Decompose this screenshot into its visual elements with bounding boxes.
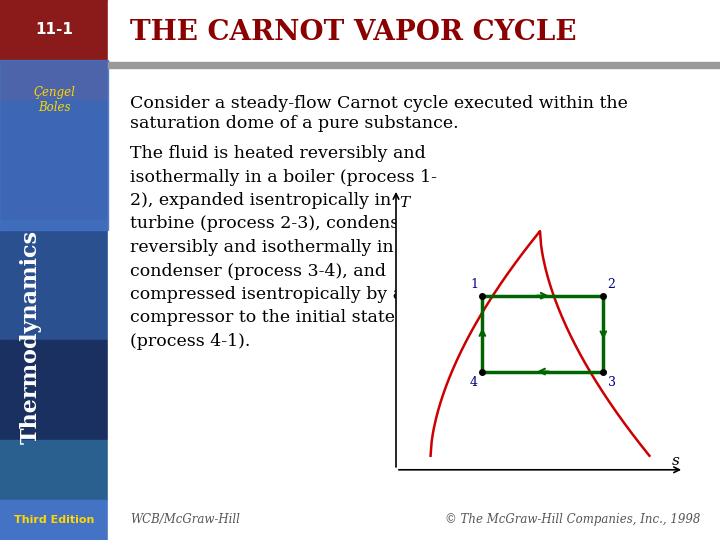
Bar (0, 0, 108, 540)
Text: Consider a steady-flow Carnot cycle executed within the
saturation dome of a pur: Consider a steady-flow Carnot cycle exec… (130, 95, 628, 132)
Bar (108, 68, 720, 500)
Text: T: T (400, 196, 410, 210)
Text: THE CARNOT VAPOR CYCLE: THE CARNOT VAPOR CYCLE (130, 18, 577, 45)
Text: 2: 2 (608, 279, 616, 292)
Bar (0, 0, 108, 100)
Text: 11-1: 11-1 (35, 23, 73, 37)
Text: © The McGraw-Hill Companies, Inc., 1998: © The McGraw-Hill Companies, Inc., 1998 (445, 514, 700, 526)
Bar (0, 100, 108, 220)
Text: 3: 3 (608, 376, 616, 389)
Text: 4: 4 (470, 376, 478, 389)
Bar (108, 0, 720, 60)
Bar (108, 62, 720, 68)
Bar (0, 60, 108, 230)
Text: Thermodynamics: Thermodynamics (20, 230, 42, 444)
Text: Third Edition: Third Edition (14, 515, 94, 525)
Text: 1: 1 (470, 279, 478, 292)
Text: WCB/McGraw-Hill: WCB/McGraw-Hill (130, 514, 240, 526)
Bar (0, 500, 108, 540)
Bar (0, 340, 108, 440)
Bar (108, 500, 720, 540)
Text: Çengel
Boles: Çengel Boles (33, 86, 75, 114)
Text: s: s (672, 454, 679, 468)
Bar (0, 440, 108, 540)
Bar (0, 220, 108, 340)
Text: The fluid is heated reversibly and
isothermally in a boiler (process 1-
2), expa: The fluid is heated reversibly and isoth… (130, 145, 437, 350)
